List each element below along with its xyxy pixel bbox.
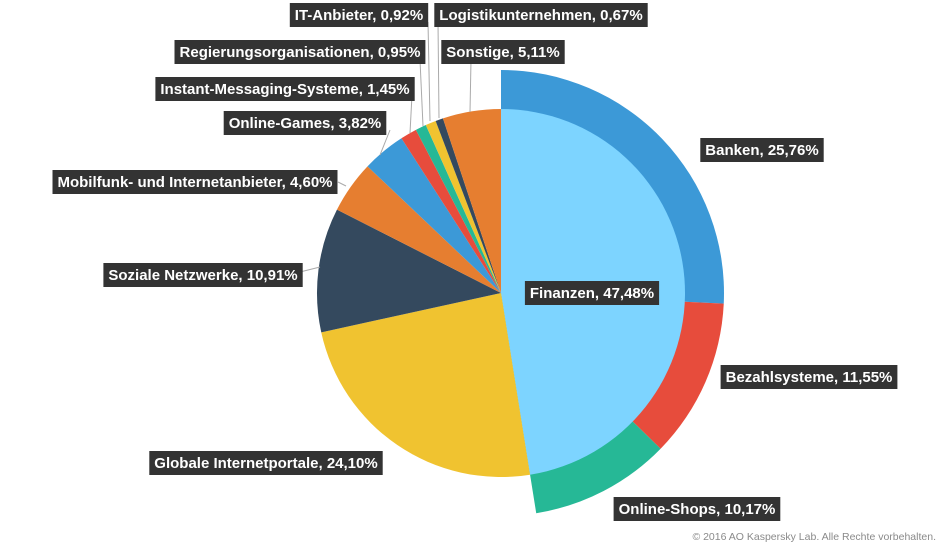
label-regierungsorganisationen-leader [419, 59, 424, 127]
label-sonstige-box [441, 40, 565, 64]
label-regierungsorganisationen-text: Regierungsorganisationen, 0,95% [180, 44, 421, 61]
label-logistikunternehmen-text: Logistikunternehmen, 0,67% [439, 7, 642, 24]
label-online-games-box [223, 111, 387, 135]
label-instant-messaging-systeme-leader [409, 94, 413, 134]
label-sonstige: Sonstige, 5,11% [441, 40, 565, 64]
slice-it-anbieter [425, 121, 501, 293]
slice-instant-messaging-systeme [401, 129, 501, 293]
label-logistikunternehmen-box [434, 3, 648, 27]
label-it-anbieter: IT-Anbieter, 0,92% [289, 3, 429, 27]
label-logistikunternehmen: Logistikunternehmen, 0,67% [434, 3, 648, 27]
label-online-shops: Online-Shops, 10,17% [613, 497, 781, 521]
label-regierungsorganisationen-box [174, 40, 426, 64]
label-it-anbieter-text: IT-Anbieter, 0,92% [295, 7, 423, 24]
label-mobilfunk-und-internetanbieter-box [52, 170, 338, 194]
label-soziale-netzwerke-leader [299, 266, 321, 273]
label-soziale-netzwerke: Soziale Netzwerke, 10,91% [103, 263, 303, 287]
label-regierungsorganisationen: Regierungsorganisationen, 0,95% [174, 40, 426, 64]
label-finanzen: Finanzen, 47,48% [524, 281, 660, 305]
label-sonstige-text: Sonstige, 5,11% [446, 44, 559, 61]
label-logistikunternehmen-leader [437, 21, 440, 119]
label-it-anbieter-box [289, 3, 429, 27]
slice-soziale-netzwerke [316, 209, 501, 333]
label-mobilfunk-und-internetanbieter-text: Mobilfunk- und Internetanbieter, 4,60% [57, 174, 332, 191]
slice-globale-internetportale [321, 293, 531, 478]
label-instant-messaging-systeme: Instant-Messaging-Systeme, 1,45% [155, 77, 415, 101]
label-bezahlsysteme: Bezahlsysteme, 11,55% [720, 365, 898, 389]
label-online-shops-text: Online-Shops, 10,17% [619, 501, 776, 518]
label-online-shops-box [613, 497, 781, 521]
label-globale-internetportale-text: Globale Internetportale, 24,10% [154, 455, 377, 472]
label-bezahlsysteme-text: Bezahlsysteme, 11,55% [726, 369, 893, 386]
slice-labels: Finanzen, 47,48% Globale Internetportale,… [52, 3, 898, 521]
label-soziale-netzwerke-box [103, 263, 303, 287]
label-finanzen-box [524, 281, 660, 305]
label-instant-messaging-systeme-text: Instant-Messaging-Systeme, 1,45% [160, 81, 409, 98]
label-mobilfunk-und-internetanbieter-leader [337, 181, 347, 187]
label-online-games-text: Online-Games, 3,82% [229, 115, 382, 132]
label-globale-internetportale: Globale Internetportale, 24,10% [149, 451, 383, 475]
label-finanzen-text: Finanzen, 47,48% [530, 285, 654, 302]
label-mobilfunk-und-internetanbieter: Mobilfunk- und Internetanbieter, 4,60% [52, 170, 338, 194]
slice-sonstige [442, 109, 501, 293]
label-banken: Banken, 25,76% [700, 138, 824, 162]
leader-lines [299, 21, 472, 273]
label-bezahlsysteme-box [720, 365, 898, 389]
slice-logistikunternehmen [435, 118, 501, 294]
slice-online-games [367, 138, 501, 293]
label-it-anbieter-leader [427, 21, 431, 122]
label-online-games: Online-Games, 3,82% [223, 111, 387, 135]
label-online-games-leader [379, 129, 391, 156]
label-banken-text: Banken, 25,76% [705, 142, 818, 159]
label-sonstige-leader [469, 59, 472, 113]
slice-regierungsorganisationen [415, 125, 501, 293]
slice-mobilfunk-und-internetanbieter [336, 166, 501, 293]
label-instant-messaging-systeme-box [155, 77, 415, 101]
label-banken-box [700, 138, 824, 162]
label-globale-internetportale-box [149, 451, 383, 475]
label-soziale-netzwerke-text: Soziale Netzwerke, 10,91% [108, 267, 297, 284]
copyright-notice: © 2016 AO Kaspersky Lab. Alle Rechte vor… [692, 531, 936, 543]
